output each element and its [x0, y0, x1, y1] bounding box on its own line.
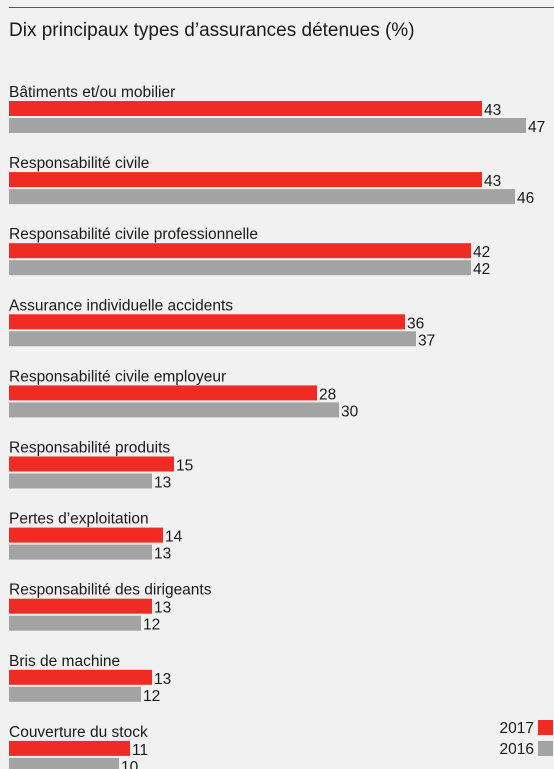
legend-label-2016: 2016 — [500, 741, 534, 758]
bar-2017 — [9, 669, 152, 685]
bar-2017 — [9, 101, 482, 116]
category-label: Responsabilité civile — [9, 155, 149, 172]
data-label-2016: 47 — [528, 119, 545, 136]
bar-2017 — [9, 172, 482, 188]
bar-2017 — [9, 385, 317, 401]
data-label-2016: 42 — [473, 261, 490, 278]
bar-2016 — [9, 189, 515, 205]
data-label-2016: 30 — [341, 403, 359, 420]
legend-swatch-2017 — [538, 720, 553, 735]
bar-2016 — [9, 260, 471, 276]
category-label: Pertes d’exploitation — [9, 511, 149, 528]
category-label: Bâtiments et/ou mobilier — [9, 84, 175, 101]
category-label: Bris de machine — [9, 653, 120, 670]
data-label-2017: 14 — [165, 529, 183, 546]
data-label-2017: 11 — [132, 742, 148, 759]
bar-2016 — [9, 331, 416, 347]
bar-2017 — [9, 243, 471, 259]
bar-2017 — [9, 314, 405, 330]
bar-2017 — [9, 740, 130, 756]
data-label-2016: 12 — [143, 617, 160, 634]
data-label-2016: 37 — [418, 332, 435, 349]
data-label-2016: 13 — [154, 475, 171, 492]
data-label-2017: 42 — [473, 244, 490, 261]
bar-2016 — [9, 402, 339, 418]
category-label: Responsabilité civile professionnelle — [9, 226, 258, 243]
bar-2016 — [9, 757, 119, 769]
data-label-2017: 15 — [176, 458, 193, 475]
category-label: Responsabilité des dirigeants — [9, 582, 212, 599]
data-label-2017: 28 — [319, 386, 336, 403]
top-rule — [9, 7, 554, 8]
bar-2016 — [9, 615, 141, 631]
bar-2016 — [9, 118, 526, 133]
legend-label-2017: 2017 — [500, 720, 534, 737]
bar-2016 — [9, 473, 152, 489]
data-label-2016: 46 — [517, 190, 534, 207]
category-label: Responsabilité civile employeur — [9, 368, 226, 385]
data-label-2016: 13 — [154, 546, 171, 563]
data-label-2017: 43 — [484, 173, 501, 190]
chart-title: Dix principaux types d’assurances détenu… — [9, 20, 415, 41]
data-label-2016: 12 — [143, 688, 160, 705]
data-label-2016: 10 — [121, 759, 139, 769]
data-label-2017: 36 — [407, 315, 424, 332]
data-label-2017: 43 — [484, 102, 501, 119]
data-label-2017: 13 — [154, 671, 171, 688]
bar-2017 — [9, 456, 174, 472]
bar-2017 — [9, 527, 163, 543]
legend-swatch-2016 — [538, 741, 553, 756]
bar-2017 — [9, 598, 152, 614]
category-label: Couverture du stock — [9, 724, 148, 741]
data-label-2017: 13 — [154, 600, 171, 617]
category-label: Responsabilité produits — [9, 440, 170, 457]
category-label: Assurance individuelle accidents — [9, 297, 233, 314]
bar-2016 — [9, 686, 141, 702]
bar-2016 — [9, 544, 152, 560]
